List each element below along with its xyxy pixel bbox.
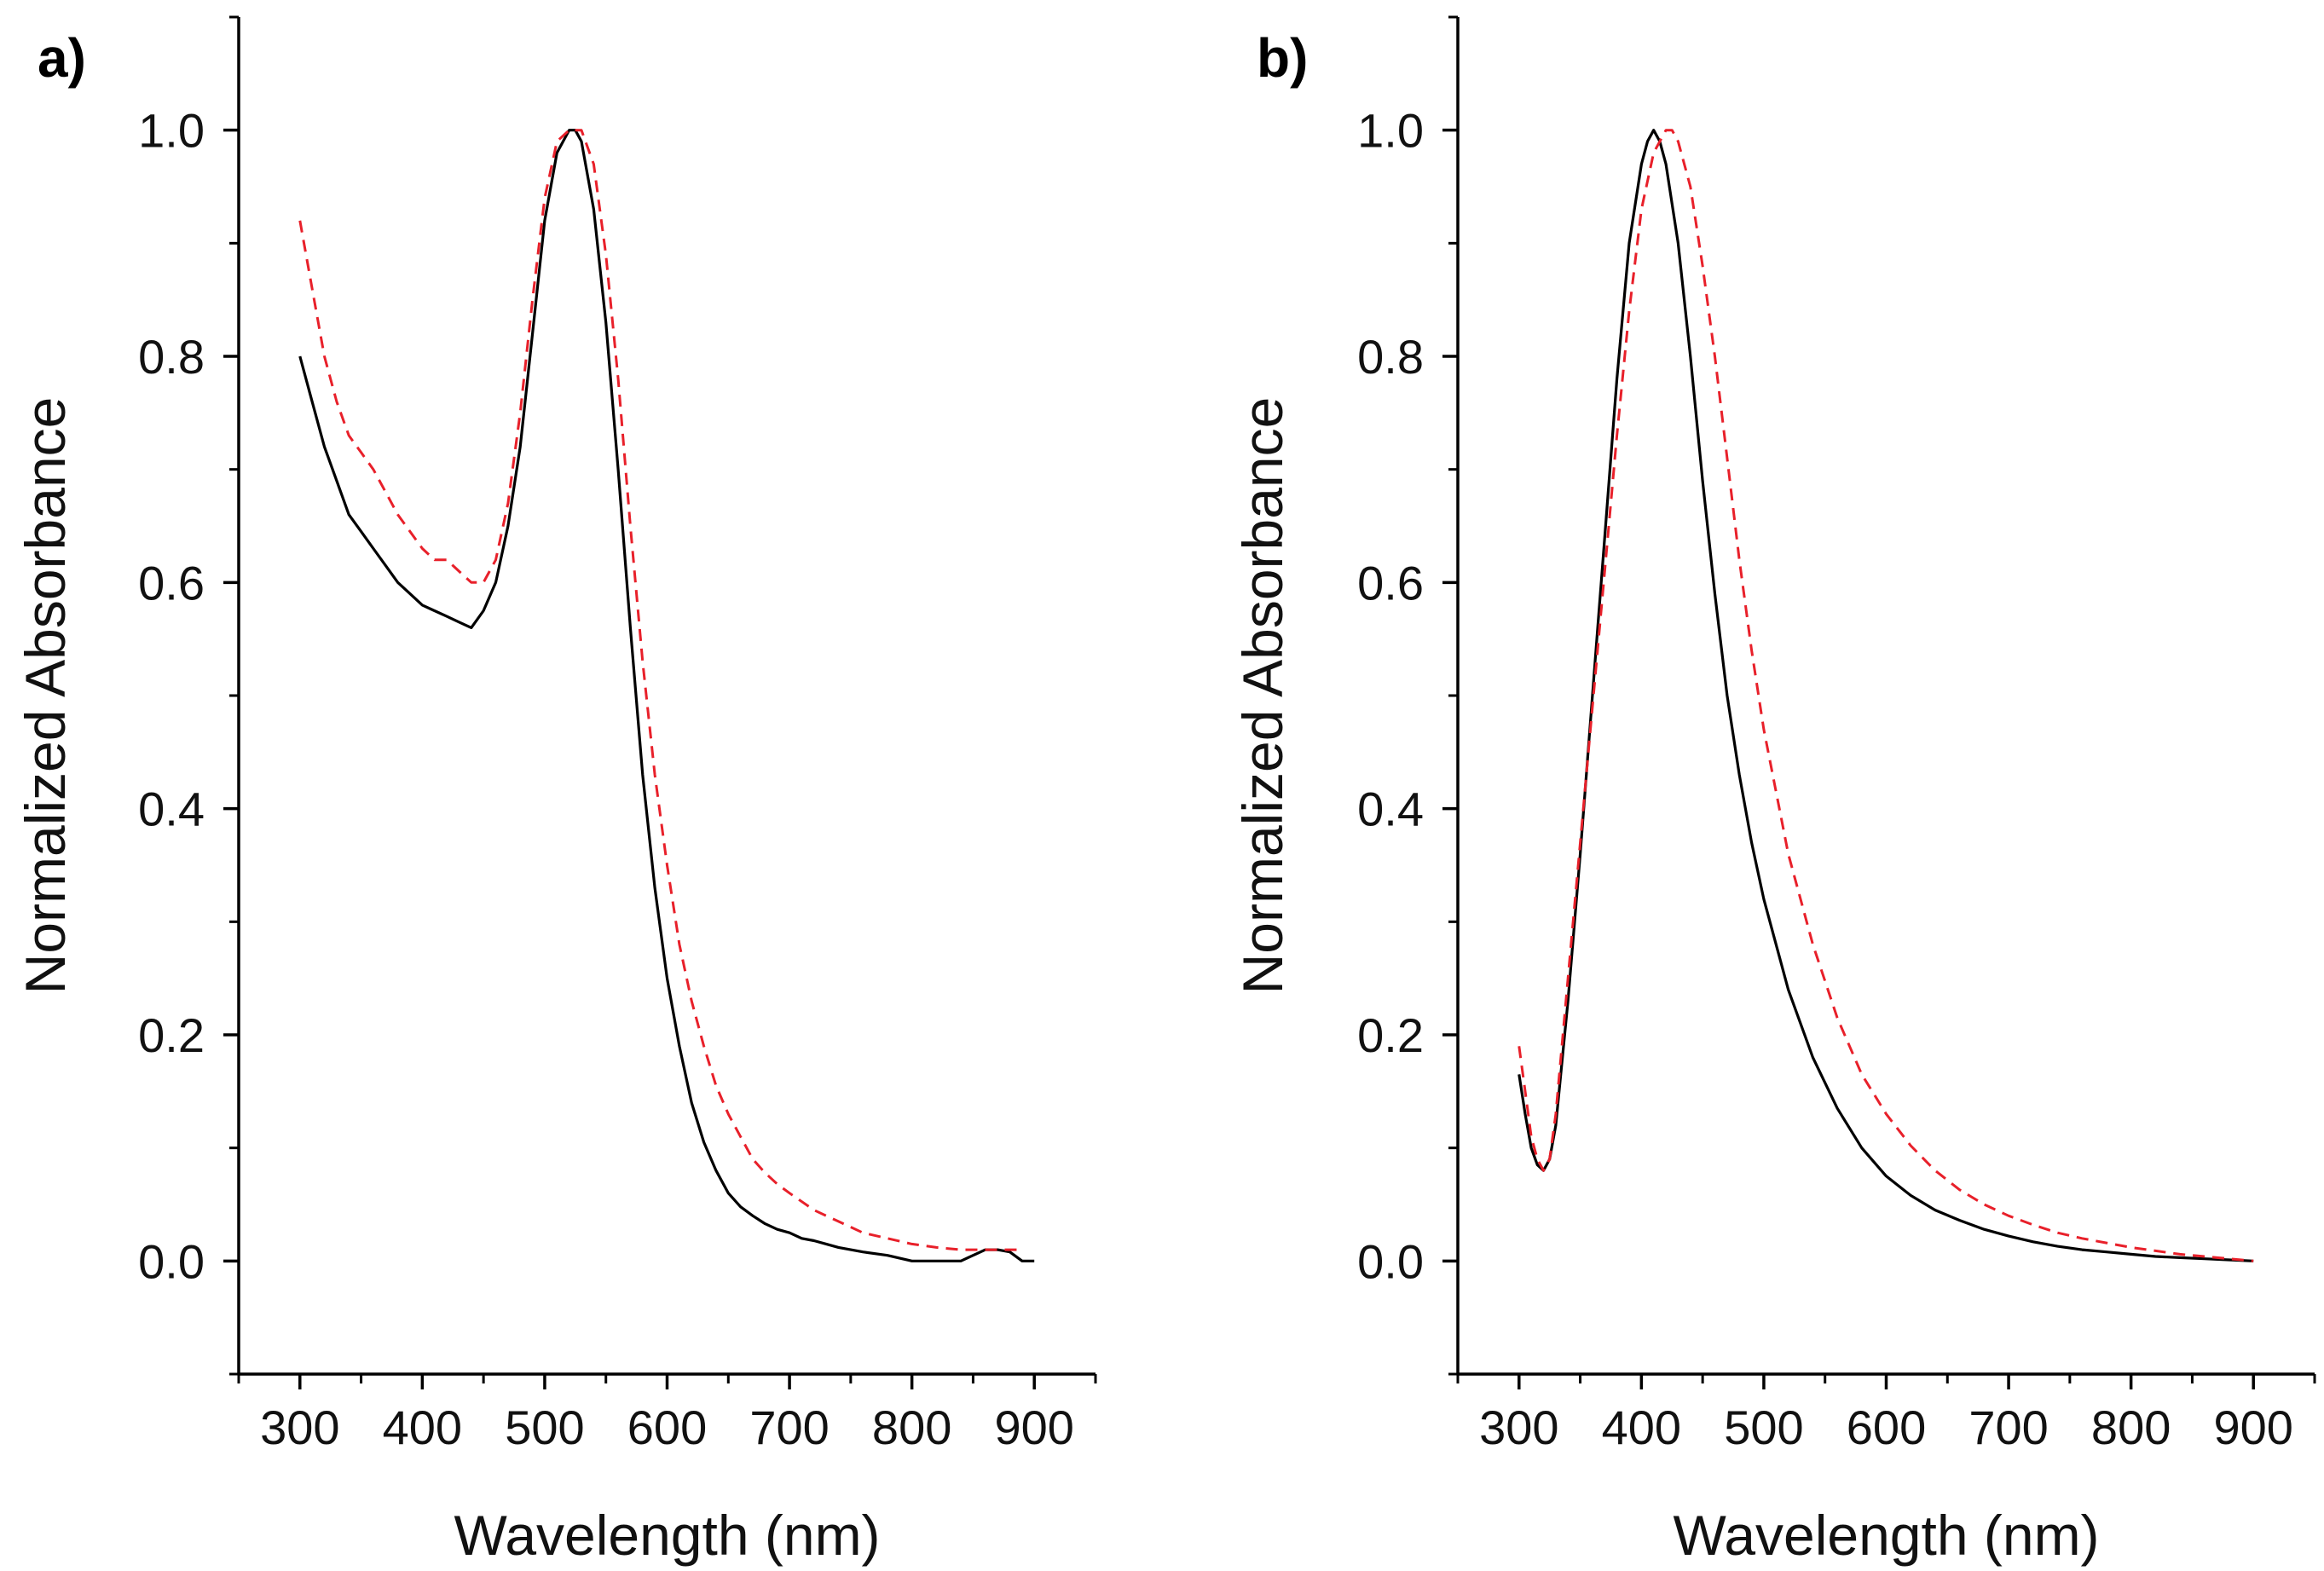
y-tick-label-a: 0.6 — [138, 556, 205, 609]
panel-a: 0.0 0.2 0.4 0.6 0.8 1.0 300 400 500 600 700 800 900 W… — [14, 15, 1097, 1567]
series-black-solid-a — [298, 129, 1035, 1262]
x-tick-label-a: 800 — [872, 1401, 951, 1454]
x-tick-label-a: 300 — [260, 1401, 339, 1454]
y-tick-label-a: 0.2 — [138, 1008, 205, 1062]
y-tick-label-b: 0.8 — [1357, 330, 1424, 384]
x-axis-title-b: Wavelength (nm) — [1673, 1504, 2099, 1567]
series-black-solid-b — [1518, 129, 2254, 1262]
panel-b: 0.0 0.2 0.4 0.6 0.8 1.0 300 400 500 600 700 800 900 W… — [1231, 15, 2316, 1567]
x-tick-label-b: 300 — [1479, 1401, 1558, 1454]
x-tick-label-a: 700 — [749, 1401, 829, 1454]
y-tick-label-a: 0.0 — [138, 1234, 205, 1288]
y-tick-label-b: 0.4 — [1357, 783, 1424, 836]
y-tick-label-a: 1.0 — [138, 104, 205, 158]
x-tick-label-a: 400 — [383, 1401, 462, 1454]
x-tick-label-b: 500 — [1724, 1401, 1803, 1454]
x-tick-label-a: 500 — [505, 1401, 584, 1454]
y-axis-title-a: Normalized Absorbance — [14, 397, 77, 995]
y-tick-label-b: 0.2 — [1357, 1008, 1424, 1062]
series-red-dashed-a — [298, 129, 1022, 1251]
x-tick-label-b: 600 — [1847, 1401, 1926, 1454]
panel-label-b: b) — [1257, 27, 1308, 89]
x-axis-title-a: Wavelength (nm) — [454, 1504, 880, 1567]
x-tick-label-a: 600 — [627, 1401, 707, 1454]
x-tick-label-a: 900 — [994, 1401, 1073, 1454]
y-tick-label-a: 0.4 — [138, 783, 205, 836]
panel-label-a: a) — [38, 27, 86, 89]
x-tick-label-b: 400 — [1602, 1401, 1681, 1454]
x-tick-label-b: 700 — [1968, 1401, 2048, 1454]
y-tick-label-b: 0.0 — [1357, 1234, 1424, 1288]
y-tick-label-b: 1.0 — [1357, 104, 1424, 158]
x-tick-label-b: 800 — [2091, 1401, 2171, 1454]
y-tick-label-a: 0.8 — [138, 330, 205, 384]
y-axis-title-b: Normalized Absorbance — [1231, 397, 1294, 995]
x-tick-label-b: 900 — [2213, 1401, 2292, 1454]
series-red-dashed-b — [1518, 129, 2254, 1262]
y-tick-label-b: 0.6 — [1357, 556, 1424, 609]
